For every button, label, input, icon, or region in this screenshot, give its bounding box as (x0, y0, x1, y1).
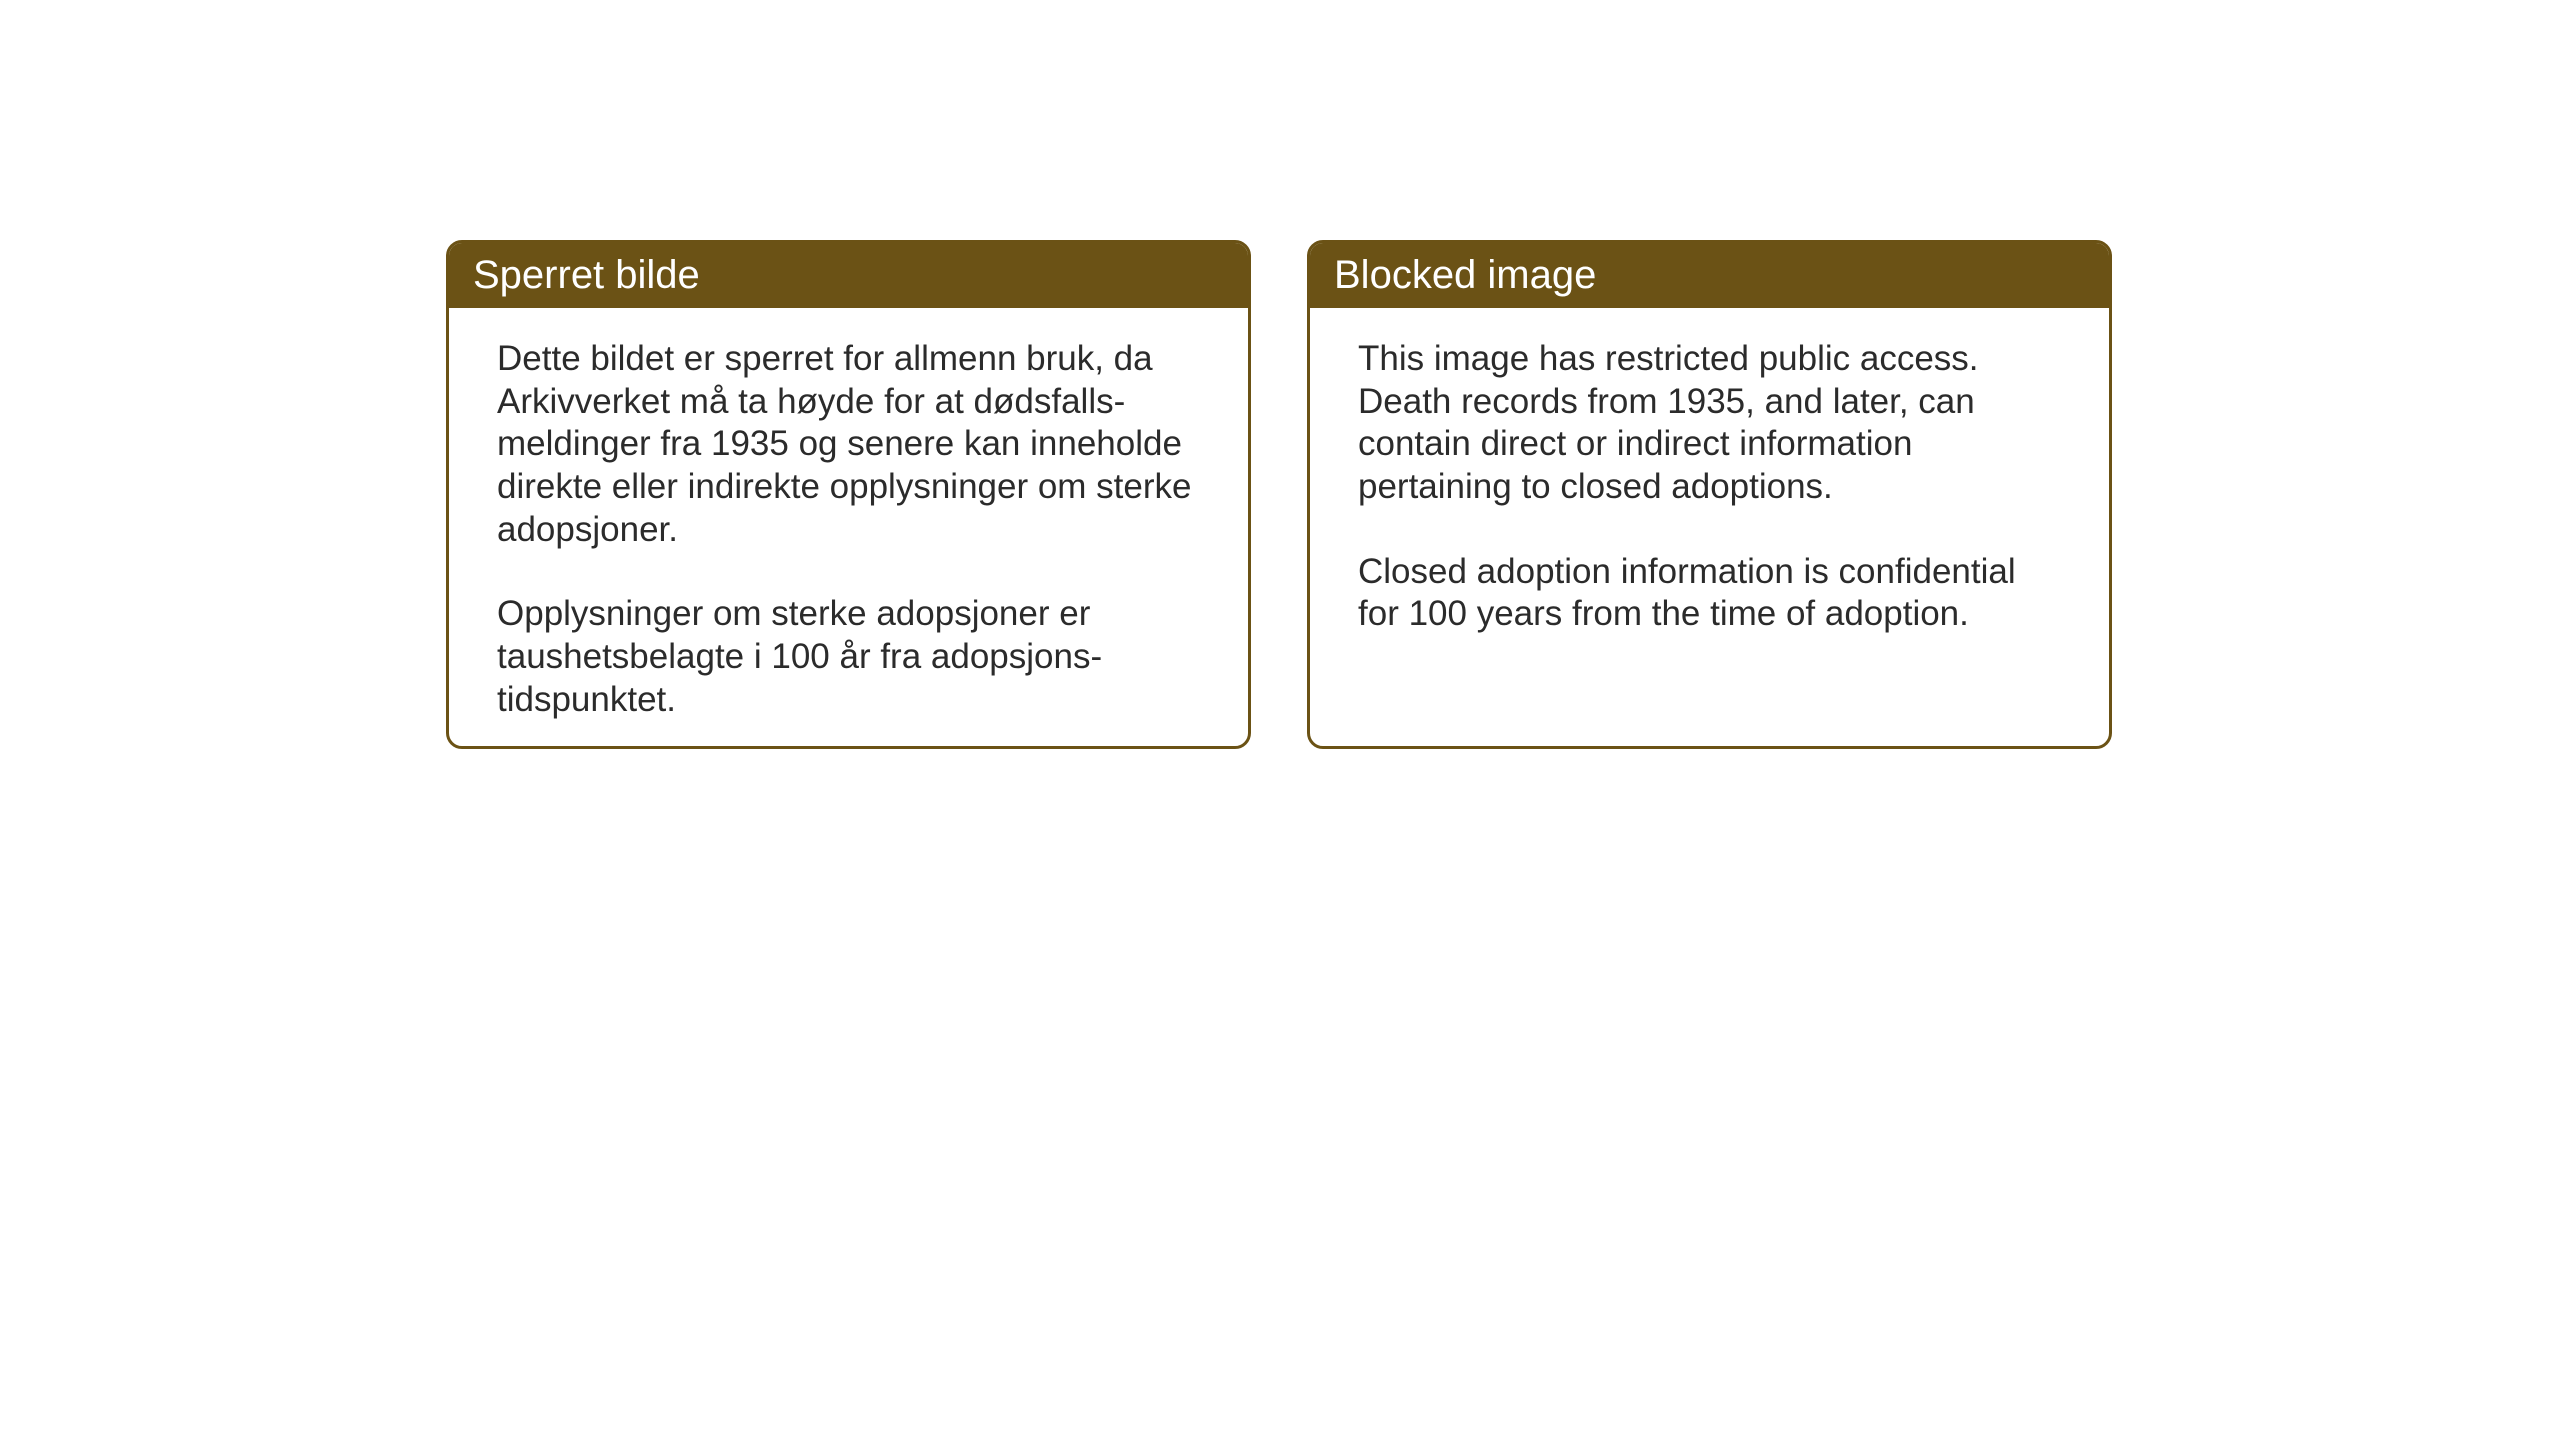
card-header-norwegian: Sperret bilde (449, 243, 1248, 308)
card-body-english: This image has restricted public access.… (1310, 308, 2109, 666)
card-header-english: Blocked image (1310, 243, 2109, 308)
card-title-english: Blocked image (1334, 253, 1596, 297)
paragraph-1-norwegian: Dette bildet er sperret for allmenn bruk… (497, 338, 1200, 551)
paragraph-2-english: Closed adoption information is confident… (1358, 551, 2061, 636)
card-title-norwegian: Sperret bilde (473, 253, 700, 297)
card-norwegian: Sperret bilde Dette bildet er sperret fo… (446, 240, 1251, 749)
cards-container: Sperret bilde Dette bildet er sperret fo… (0, 0, 2560, 749)
card-body-norwegian: Dette bildet er sperret for allmenn bruk… (449, 308, 1248, 749)
card-english: Blocked image This image has restricted … (1307, 240, 2112, 749)
paragraph-1-english: This image has restricted public access.… (1358, 338, 2061, 509)
paragraph-2-norwegian: Opplysninger om sterke adopsjoner er tau… (497, 593, 1200, 721)
